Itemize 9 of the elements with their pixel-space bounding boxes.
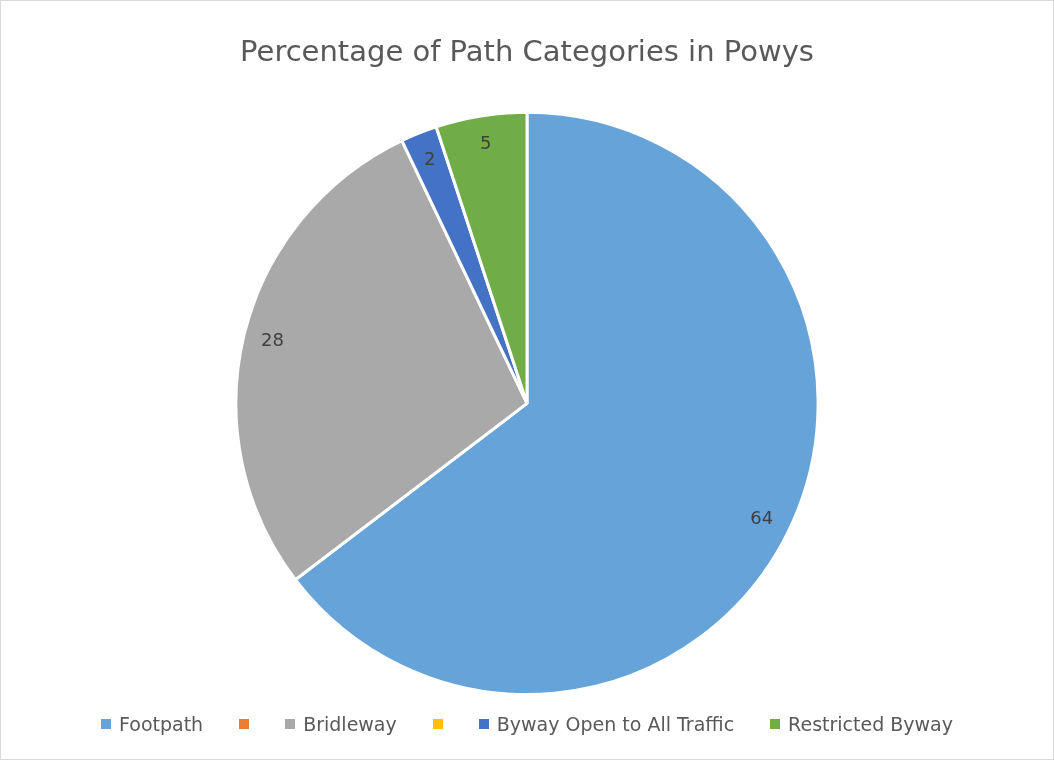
data-label: 64 <box>750 507 774 529</box>
legend-label: Footpath <box>119 713 204 735</box>
legend-label: Bridleway <box>303 713 397 735</box>
data-label: 2 <box>423 147 436 169</box>
legend-label: Restricted Byway <box>788 713 953 735</box>
data-label: 28 <box>260 329 284 351</box>
data-label: 5 <box>479 132 492 154</box>
legend-label: Byway Open to All Traffic <box>496 713 735 735</box>
chart-title: Percentage of Path Categories in Powys <box>240 33 814 68</box>
